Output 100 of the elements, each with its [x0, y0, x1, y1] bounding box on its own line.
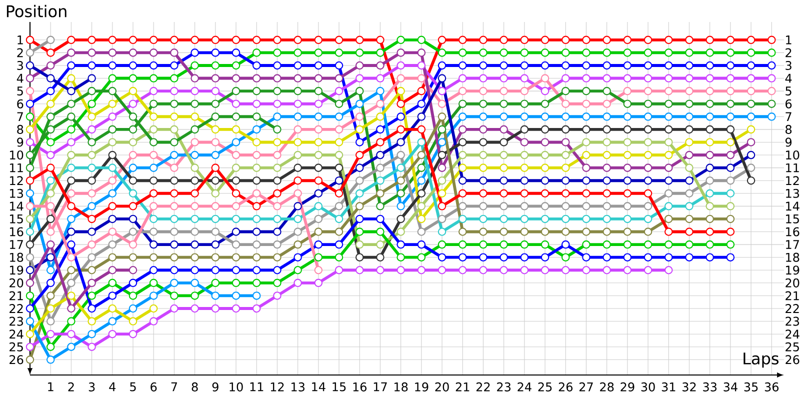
point	[128, 48, 138, 57]
y2-tick-label: 8	[786, 124, 792, 134]
point	[685, 36, 694, 44]
point	[623, 266, 632, 274]
point	[685, 125, 694, 134]
y-tick-label: 10	[10, 150, 24, 160]
y-tick-label: 6	[17, 99, 24, 108]
point	[252, 74, 261, 82]
point	[88, 74, 96, 82]
point	[334, 86, 344, 96]
x-tick-label: 19	[415, 382, 428, 392]
point	[376, 228, 384, 236]
point	[706, 240, 714, 249]
point	[252, 189, 261, 198]
point	[623, 214, 632, 224]
y-tick-label: 26	[10, 355, 24, 364]
point	[458, 125, 467, 134]
point	[170, 150, 178, 160]
point	[314, 112, 323, 121]
point	[623, 228, 632, 236]
point	[273, 214, 282, 224]
y-tick-label: 11	[10, 163, 23, 172]
point	[46, 74, 55, 82]
point	[417, 36, 426, 44]
point	[685, 61, 694, 70]
point	[582, 253, 590, 262]
point	[211, 240, 220, 249]
point	[664, 61, 673, 70]
x-tick-label: 1	[48, 382, 54, 392]
point	[314, 253, 323, 262]
point	[108, 240, 117, 249]
point	[602, 228, 611, 236]
point	[396, 36, 405, 44]
point	[520, 228, 529, 236]
point	[149, 317, 158, 326]
point	[500, 74, 508, 82]
point	[128, 100, 138, 108]
point	[500, 240, 508, 249]
point	[232, 86, 240, 96]
point	[88, 176, 96, 185]
point	[458, 202, 467, 210]
point	[458, 61, 467, 70]
point	[170, 189, 178, 198]
point	[128, 304, 138, 313]
point	[376, 86, 384, 96]
point	[768, 61, 776, 70]
point	[149, 266, 158, 274]
point	[706, 112, 714, 121]
point	[46, 100, 55, 108]
point	[644, 125, 652, 134]
point	[602, 150, 611, 160]
point	[67, 253, 76, 262]
point	[561, 150, 570, 160]
x-tick-label: 26	[558, 382, 573, 392]
point	[128, 253, 138, 262]
point	[211, 125, 220, 134]
point	[396, 266, 405, 274]
point	[664, 112, 673, 121]
x-tick-label: 30	[641, 382, 655, 392]
point	[232, 100, 240, 108]
point	[149, 36, 158, 44]
point	[67, 342, 76, 352]
point	[355, 36, 364, 44]
x-tick-label: 20	[435, 382, 449, 392]
point	[479, 125, 488, 134]
point	[396, 112, 405, 121]
point	[67, 202, 76, 210]
x-tick-label: 35	[744, 382, 758, 392]
point	[746, 112, 756, 121]
point	[396, 176, 405, 185]
point	[26, 356, 34, 364]
point	[67, 138, 76, 146]
point	[190, 253, 199, 262]
point	[355, 48, 364, 57]
point	[128, 214, 138, 224]
point	[46, 317, 55, 326]
point	[520, 125, 529, 134]
point	[170, 125, 178, 134]
point	[479, 202, 488, 210]
point	[190, 292, 199, 300]
point	[149, 202, 158, 210]
point	[88, 189, 96, 198]
x-tick-label: 34	[724, 382, 738, 392]
point	[376, 112, 384, 121]
point	[644, 112, 652, 121]
point	[314, 138, 323, 146]
point	[623, 125, 632, 134]
point	[170, 266, 178, 274]
point	[26, 48, 34, 57]
y-tick-label: 19	[10, 266, 24, 275]
point	[108, 48, 117, 57]
point	[232, 125, 240, 134]
point	[252, 125, 261, 134]
point	[211, 48, 220, 57]
point	[314, 189, 323, 198]
point	[500, 125, 508, 134]
point	[561, 240, 570, 249]
point	[273, 61, 282, 70]
y2-tick-label: 26	[786, 355, 800, 364]
point	[706, 100, 714, 108]
